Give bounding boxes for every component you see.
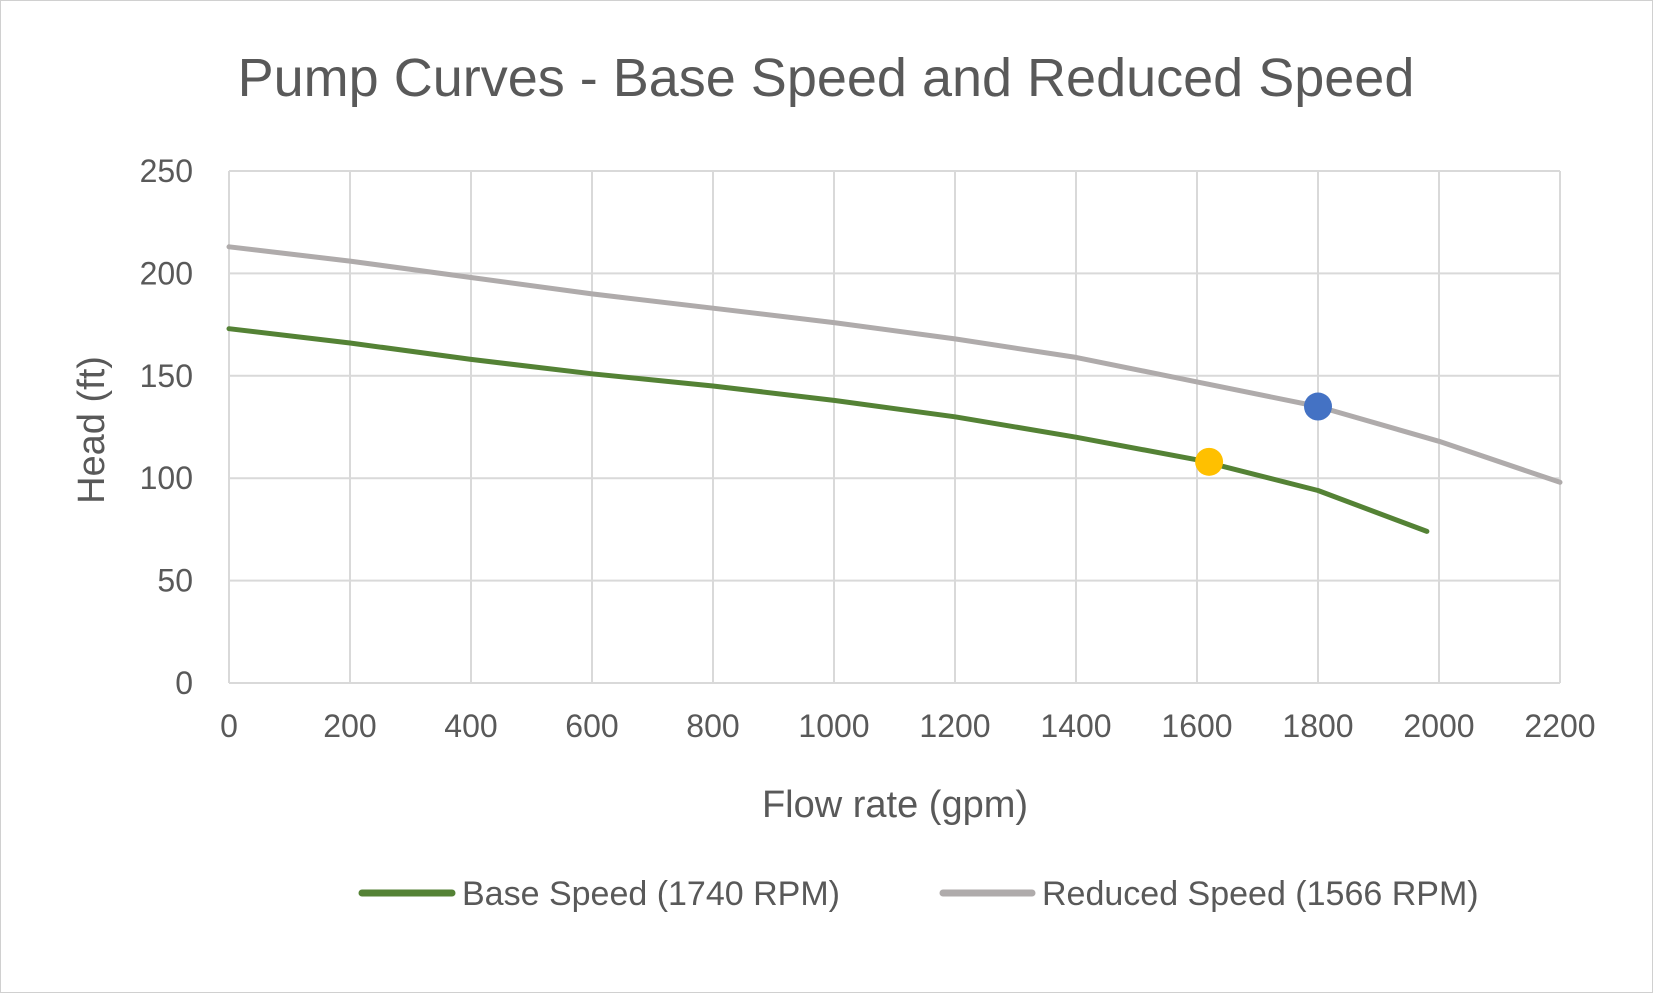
legend: Base Speed (1740 RPM) Reduced Speed (156…	[358, 875, 1479, 913]
y-tick-label: 0	[175, 665, 193, 701]
marker-points	[1195, 392, 1332, 476]
x-tick-label: 600	[565, 708, 618, 744]
series-line-0	[226, 326, 1430, 534]
x-axis-label: Flow rate (gpm)	[762, 784, 1028, 826]
y-tick-label: 50	[157, 563, 193, 599]
x-tick-label: 1800	[1282, 708, 1353, 744]
series-lines	[226, 244, 1563, 534]
grid-lines	[228, 170, 1561, 684]
legend-label-reduced-speed: Reduced Speed (1566 RPM)	[1042, 875, 1479, 913]
marker-point-0	[1195, 447, 1224, 476]
y-tick-label: 200	[140, 255, 193, 291]
x-tick-label: 2000	[1403, 708, 1474, 744]
x-tick-label: 200	[323, 708, 376, 744]
y-axis-label: Head (ft)	[71, 356, 113, 504]
y-tick-label: 250	[140, 153, 193, 189]
x-tick-label: 1400	[1040, 708, 1111, 744]
x-tick-label: 2200	[1524, 708, 1595, 744]
chart-title: Pump Curves - Base Speed and Reduced Spe…	[238, 48, 1415, 108]
x-axis-ticks: 0 200 400 600 800 1000 1200 1400 1600 1800 2000 220…	[220, 708, 1595, 744]
y-tick-label: 150	[140, 358, 193, 394]
y-tick-label: 100	[140, 460, 193, 496]
marker-point-1	[1304, 392, 1332, 421]
y-axis-ticks: 0 50 100 150 200 250	[140, 153, 193, 701]
legend-label-base-speed: Base Speed (1740 RPM)	[462, 875, 840, 913]
x-tick-label: 800	[686, 708, 739, 744]
x-tick-label: 1600	[1161, 708, 1232, 744]
x-tick-label: 1000	[798, 708, 869, 744]
x-tick-label: 0	[220, 708, 238, 744]
x-tick-label: 1200	[919, 708, 990, 744]
x-tick-label: 400	[444, 708, 497, 744]
series-line-1	[226, 244, 1563, 485]
